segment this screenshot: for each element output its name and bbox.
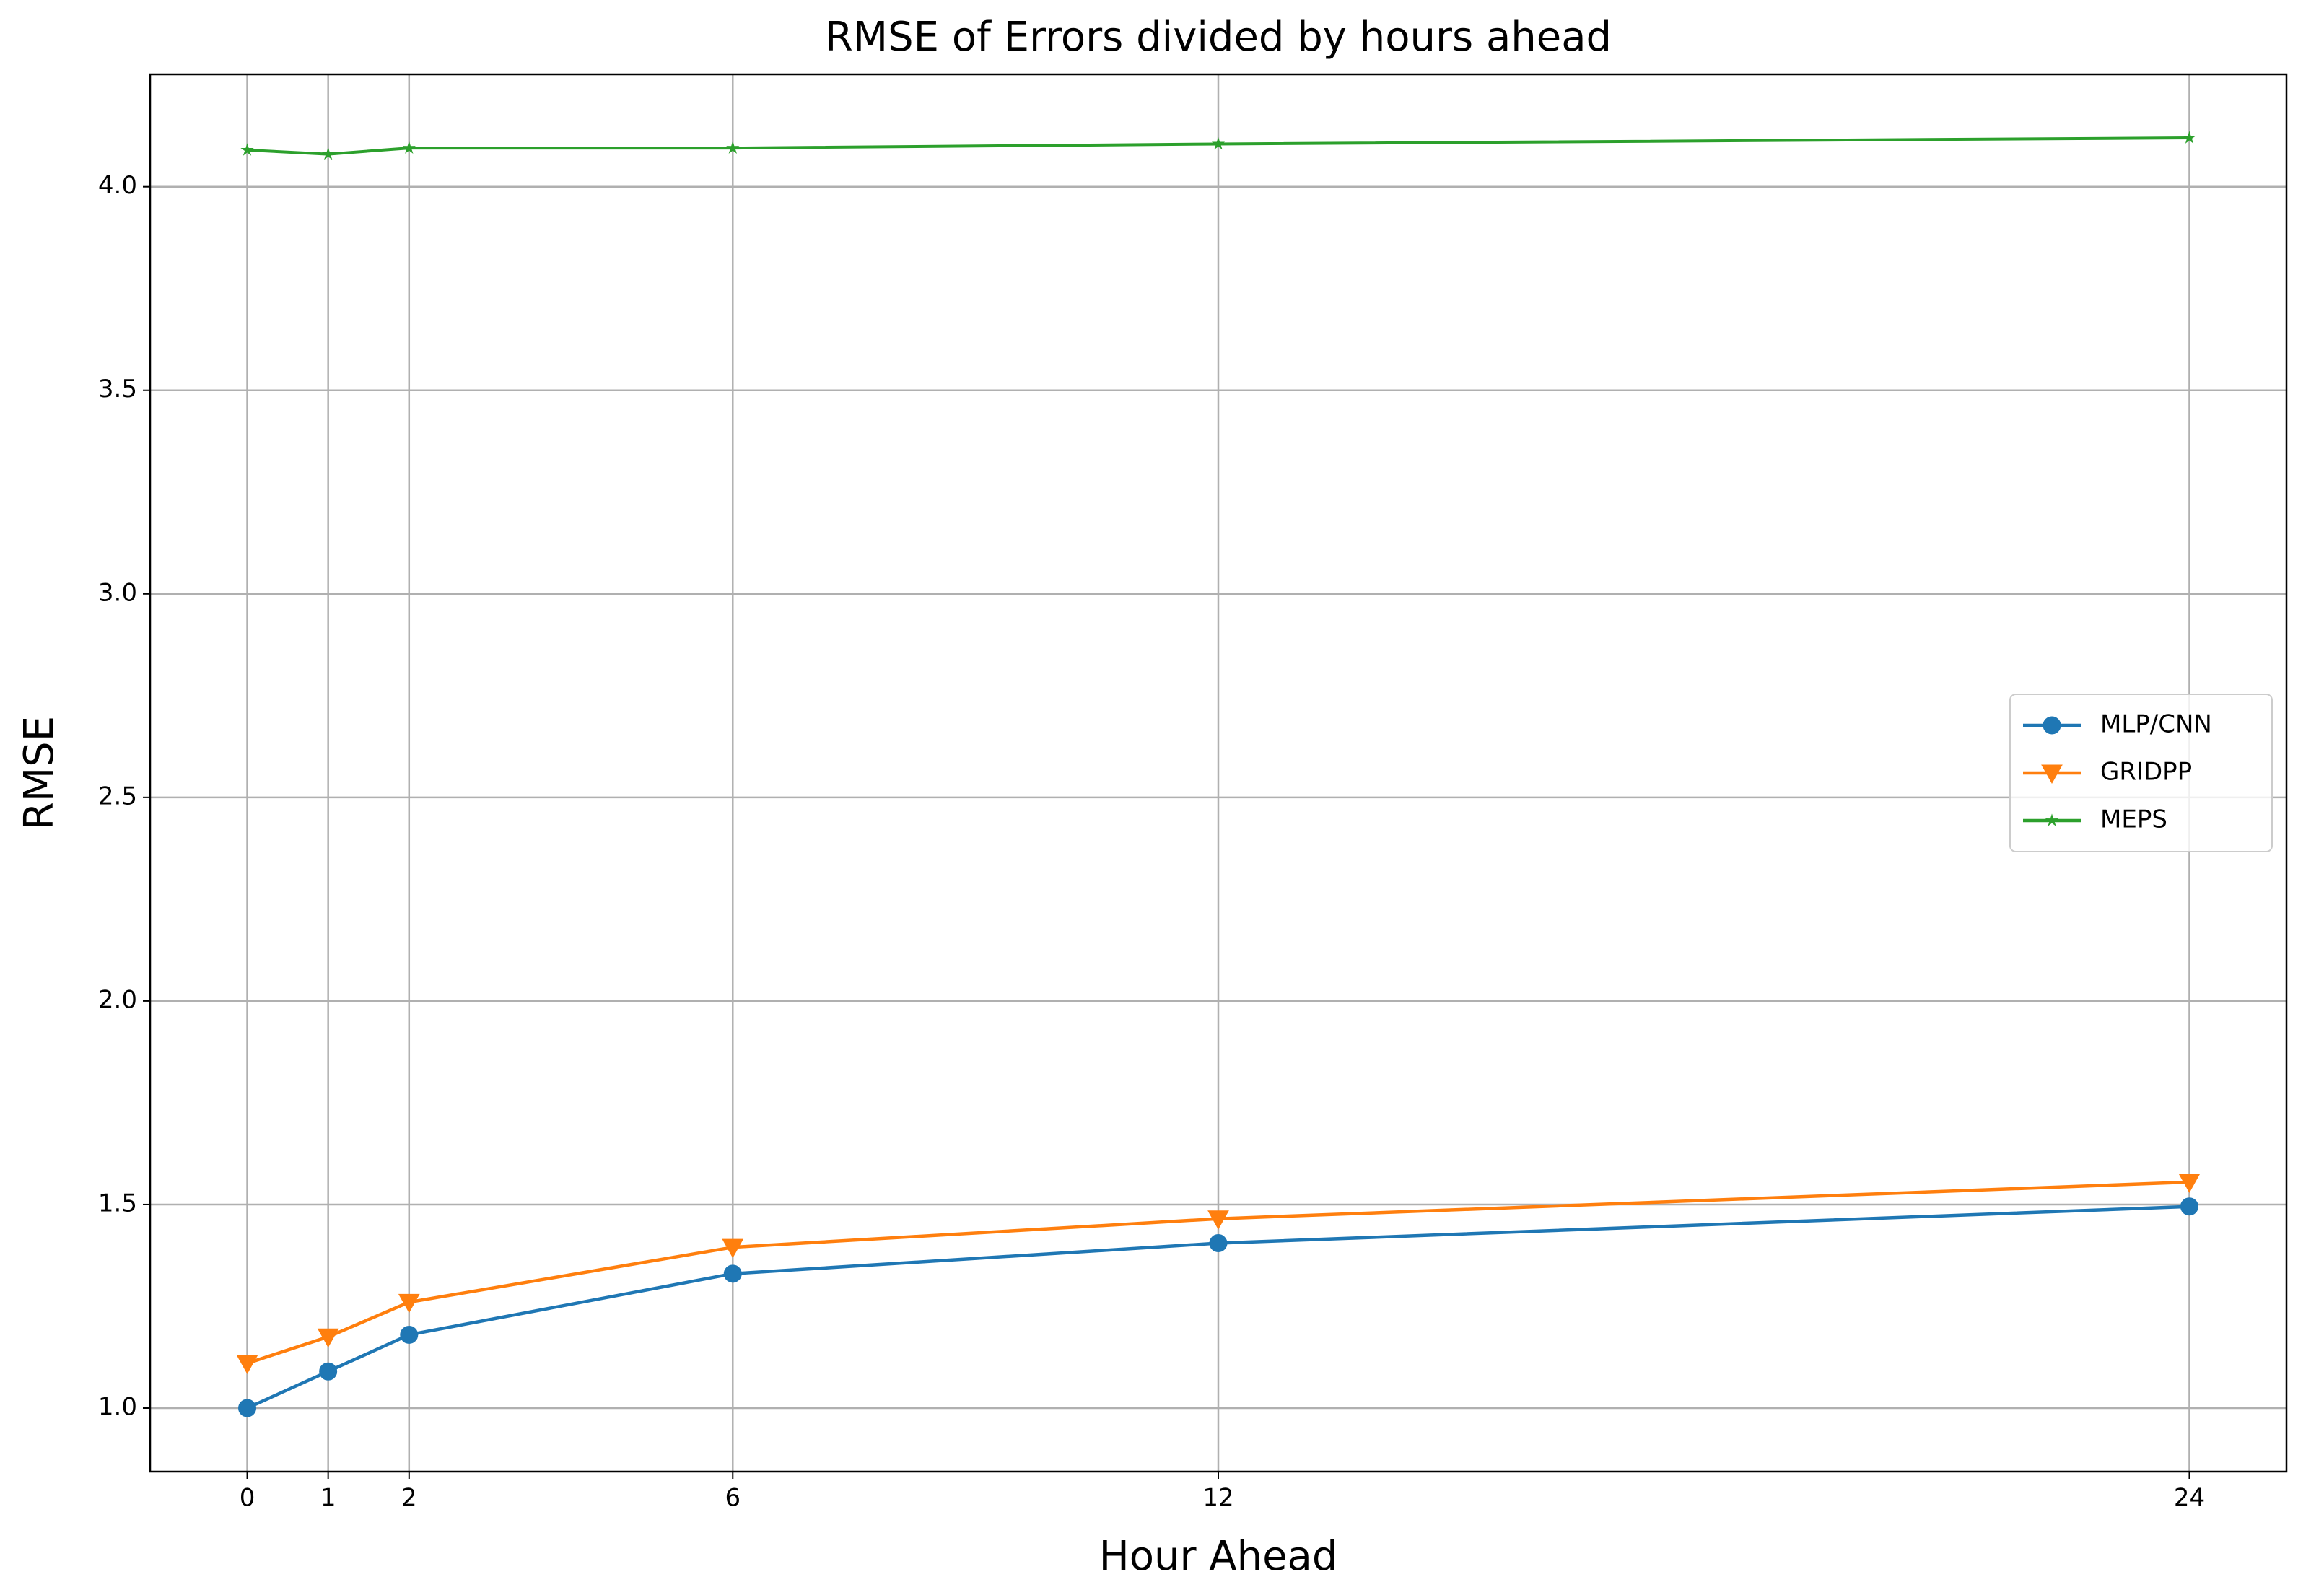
- marker: [1209, 1234, 1228, 1253]
- marker: [2183, 131, 2196, 144]
- marker: [722, 1238, 744, 1259]
- y-tick-label: 3.0: [98, 578, 137, 607]
- marker: [400, 1325, 419, 1344]
- series-line: [247, 136, 2190, 156]
- marker: [402, 141, 416, 154]
- marker: [240, 143, 254, 156]
- legend-marker: [2043, 716, 2061, 735]
- y-tick-label: 2.0: [98, 985, 137, 1014]
- legend-marker: [2045, 813, 2059, 826]
- marker: [398, 1293, 420, 1314]
- y-tick-label: 2.5: [98, 782, 137, 810]
- x-tick-label: 2: [401, 1484, 417, 1513]
- x-tick-label: 1: [320, 1484, 336, 1513]
- x-tick-label: 6: [725, 1484, 741, 1513]
- marker: [238, 1399, 257, 1417]
- chart-title: RMSE of Errors divided by hours ahead: [825, 14, 1612, 61]
- marker: [1211, 136, 1226, 150]
- legend-box: [2009, 694, 2273, 852]
- marker: [1207, 1210, 1229, 1230]
- marker: [723, 1264, 742, 1283]
- x-tick-label: 12: [1202, 1484, 1233, 1513]
- legend-marker: [2041, 764, 2063, 785]
- marker: [321, 147, 335, 160]
- marker: [317, 1328, 339, 1348]
- marker: [2178, 1174, 2201, 1193]
- series-line: [246, 1180, 2190, 1365]
- x-axis-label: Hour Ahead: [1099, 1533, 1338, 1580]
- marker: [319, 1362, 338, 1381]
- y-tick-label: 3.5: [98, 375, 137, 403]
- x-tick-label: 24: [2174, 1484, 2205, 1513]
- legend-label: MEPS: [2100, 805, 2167, 834]
- marker: [236, 1355, 258, 1374]
- y-tick-label: 1.0: [98, 1393, 137, 1422]
- y-axis-label: RMSE: [16, 716, 63, 830]
- y-tick-label: 1.5: [98, 1189, 137, 1218]
- series-line: [246, 1205, 2190, 1410]
- legend-label: GRIDPP: [2100, 758, 2192, 787]
- legend: MLP/CNN GRIDPP MEPS: [2009, 694, 2273, 852]
- legend-label: MLP/CNN: [2100, 710, 2212, 739]
- y-tick-label: 4.0: [98, 171, 137, 200]
- marker: [726, 141, 740, 154]
- plot-frame: [149, 73, 2288, 1473]
- marker: [2180, 1197, 2198, 1216]
- x-tick-label: 0: [240, 1484, 255, 1513]
